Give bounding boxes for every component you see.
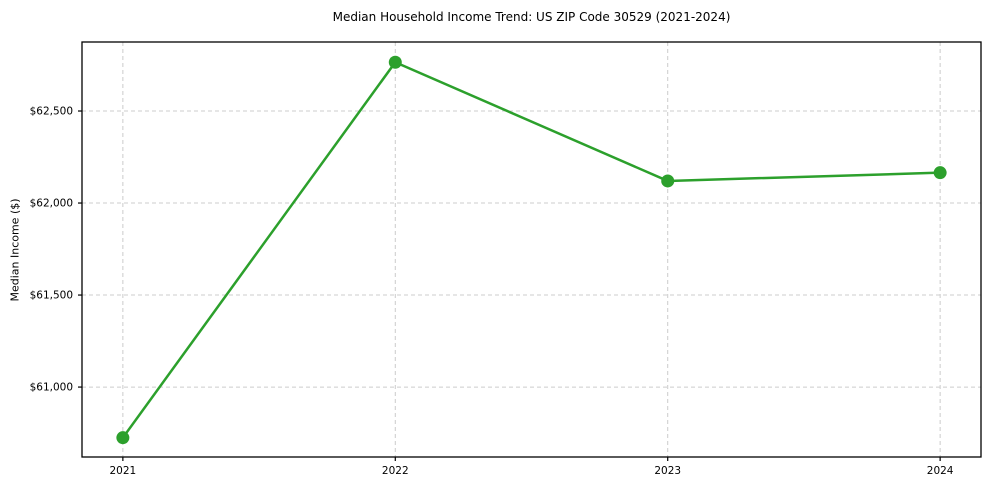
plot-border bbox=[81, 41, 982, 458]
trend-line bbox=[121, 60, 942, 439]
x-tick-label: 2024 bbox=[927, 465, 954, 477]
y-tick-label: $61,000 bbox=[30, 382, 73, 394]
x-tick-label: 2023 bbox=[654, 465, 681, 477]
data-point-marker bbox=[933, 166, 947, 180]
chart-title: Median Household Income Trend: US ZIP Co… bbox=[332, 10, 731, 24]
data-point-marker bbox=[388, 55, 402, 69]
data-point-marker bbox=[661, 174, 675, 188]
y-tick-label: $62,500 bbox=[30, 106, 73, 118]
x-tick-label: 2021 bbox=[109, 465, 136, 477]
data-point-marker bbox=[116, 431, 130, 445]
x-tick-label: 2022 bbox=[382, 465, 409, 477]
y-tick-label: $61,500 bbox=[30, 290, 73, 302]
y-tick-label: $62,000 bbox=[30, 198, 73, 210]
